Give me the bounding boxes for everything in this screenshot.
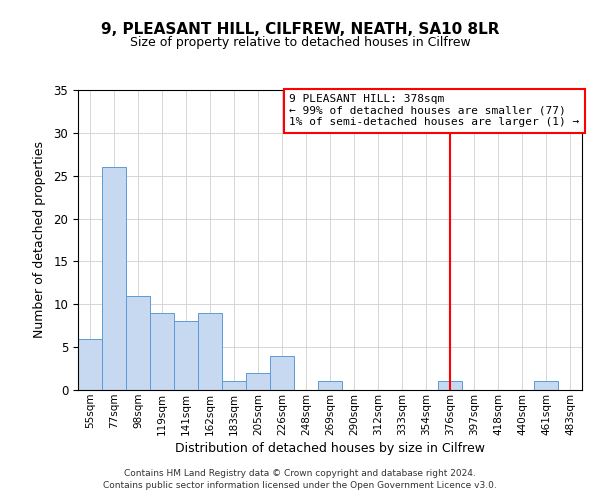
Bar (174, 322, 198, 390)
Bar (126, 296, 150, 390)
Text: Contains HM Land Registry data © Crown copyright and database right 2024.: Contains HM Land Registry data © Crown c… (124, 468, 476, 477)
Bar (438, 382, 462, 390)
Bar (78, 338, 102, 390)
Text: 9, PLEASANT HILL, CILFREW, NEATH, SA10 8LR: 9, PLEASANT HILL, CILFREW, NEATH, SA10 8… (101, 22, 499, 38)
Bar (270, 356, 294, 390)
Text: Contains public sector information licensed under the Open Government Licence v3: Contains public sector information licen… (103, 481, 497, 490)
Bar (246, 373, 270, 390)
Bar (198, 313, 222, 390)
X-axis label: Distribution of detached houses by size in Cilfrew: Distribution of detached houses by size … (175, 442, 485, 455)
Text: Size of property relative to detached houses in Cilfrew: Size of property relative to detached ho… (130, 36, 470, 49)
Bar (318, 382, 342, 390)
Text: 9 PLEASANT HILL: 378sqm
← 99% of detached houses are smaller (77)
1% of semi-det: 9 PLEASANT HILL: 378sqm ← 99% of detache… (289, 94, 580, 128)
Bar (534, 382, 558, 390)
Bar (102, 167, 126, 390)
Bar (222, 382, 246, 390)
Bar (150, 313, 174, 390)
Y-axis label: Number of detached properties: Number of detached properties (34, 142, 46, 338)
